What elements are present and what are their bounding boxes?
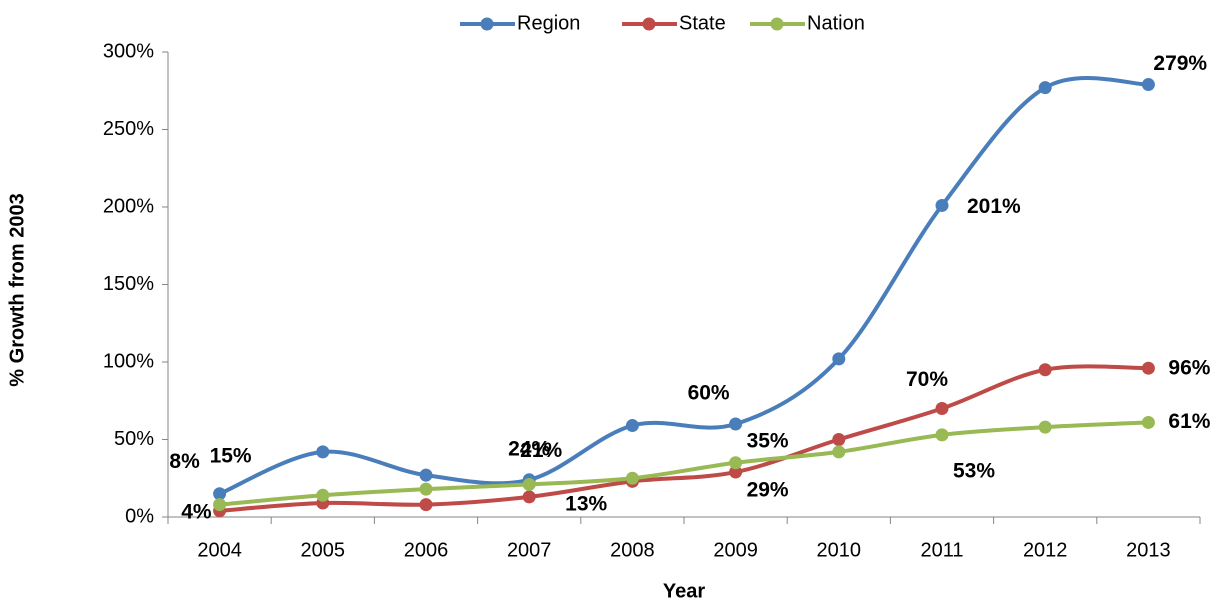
y-tick-label: 0% [125,505,154,527]
legend-label: Nation [807,12,865,34]
data-label: 8% [169,450,200,473]
data-label: 60% [688,382,730,405]
y-tick-label: 250% [103,118,154,140]
x-tick-label: 2004 [197,539,242,561]
series-line [219,420,1149,507]
data-point [316,445,330,459]
data-point [1141,361,1155,375]
data-label: 53% [953,459,995,482]
data-point [419,498,433,512]
x-tick-label: 2007 [507,539,552,561]
data-point [1038,81,1052,95]
legend-marker [642,17,656,31]
x-tick-label: 2010 [817,539,862,561]
data-label: 15% [210,444,252,467]
data-point [1038,420,1052,434]
x-tick-label: 2011 [920,539,963,561]
legend-marker [770,17,784,31]
data-point [935,198,949,212]
data-label: 70% [906,368,948,391]
data-point [419,482,433,496]
legend-label: Region [517,12,580,34]
data-point [625,419,639,433]
x-axis-label: Year [663,580,705,602]
data-point [625,471,639,485]
data-point [935,402,949,415]
y-axis-label: % Growth from 2003 [6,193,28,386]
x-tick-label: 2008 [610,539,655,561]
data-label: 4% [181,500,212,523]
data-point [419,468,433,482]
data-point [522,477,536,491]
y-tick-label: 300% [103,40,154,62]
data-label: 201% [967,195,1021,218]
data-point [729,417,743,431]
data-point [213,487,227,501]
y-tick-label: 50% [114,428,154,450]
data-point [832,433,846,446]
data-label: 21% [520,439,562,462]
data-point [832,445,846,459]
x-tick-label: 2005 [301,539,346,561]
data-point [832,352,846,366]
series-line [219,364,1149,513]
data-label: 13% [565,492,607,515]
legend-marker [480,17,494,31]
x-tick-label: 2013 [1126,539,1171,561]
x-tick-label: 2009 [713,539,758,561]
x-tick-label: 2006 [404,539,449,561]
series-line [218,75,1149,496]
x-tick-label: 2012 [1023,539,1068,561]
data-point [935,428,949,442]
y-tick-label: 100% [103,350,154,372]
legend-label: State [679,12,726,34]
data-point [1141,415,1155,429]
data-point [729,465,743,479]
data-label: 96% [1168,357,1210,380]
data-point [1038,363,1052,377]
data-label: 279% [1153,52,1207,75]
data-label: 35% [747,429,789,452]
data-point [213,498,227,512]
data-label: 61% [1168,410,1210,433]
data-label: 24% [508,437,550,460]
data-point [1141,78,1155,92]
data-label: 29% [747,479,789,502]
data-point [729,456,743,470]
data-point [316,488,330,502]
data-point [522,490,536,504]
y-tick-label: 200% [103,195,154,217]
y-tick-label: 150% [103,273,154,295]
